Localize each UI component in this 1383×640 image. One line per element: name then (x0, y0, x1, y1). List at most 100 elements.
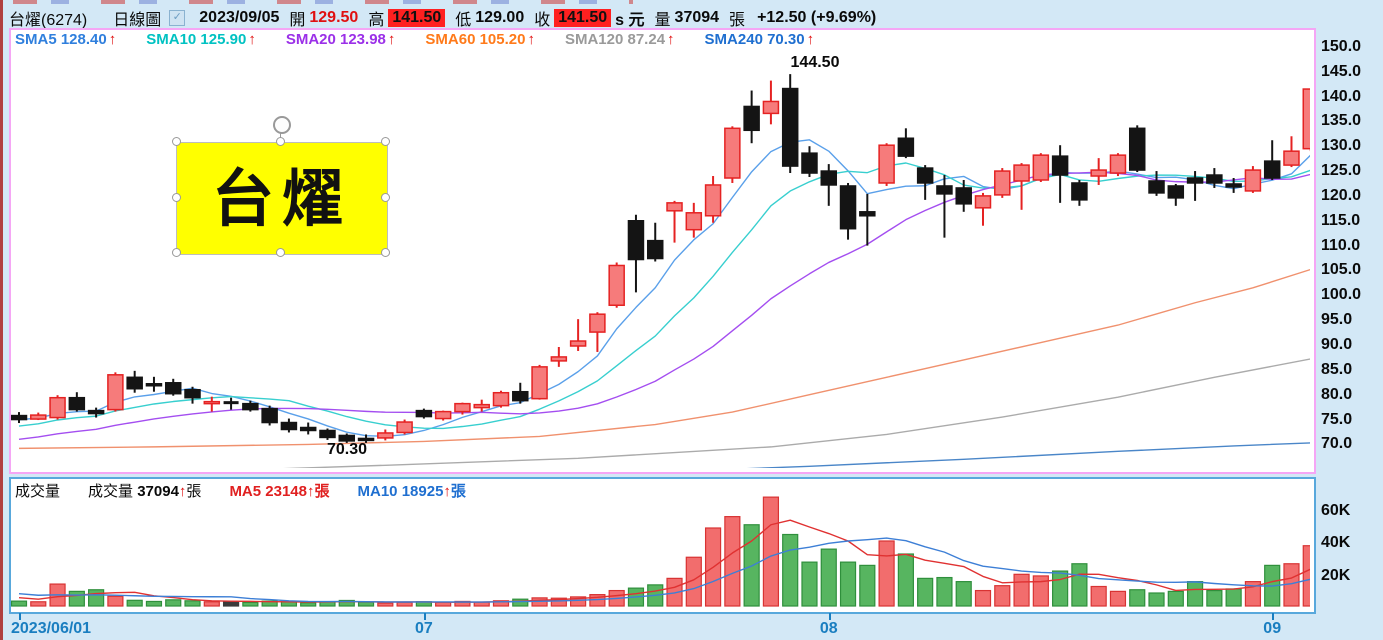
annotation-label-box[interactable]: 台燿 (176, 142, 388, 255)
unit-suffix: s 元 (615, 11, 645, 29)
candle-body (492, 391, 510, 407)
candle-body (1302, 88, 1310, 150)
resize-handle-ne[interactable] (381, 137, 390, 146)
volume-bar (30, 601, 47, 607)
volume-axis-label: 20K (1321, 566, 1351, 584)
candle-body (1167, 185, 1185, 199)
candle-body (897, 137, 915, 157)
candle-body (704, 184, 722, 217)
price-axis-label: 100.0 (1321, 286, 1362, 304)
candle-body (415, 409, 433, 418)
up-arrow-icon: ↑ (387, 31, 396, 48)
volume-bar (1302, 545, 1310, 607)
price-axis-label: 135.0 (1321, 112, 1362, 130)
candle-body (454, 402, 471, 413)
candle-body (49, 396, 66, 419)
volume-bar (88, 589, 105, 607)
chart-type-label[interactable]: 日線圖 (113, 11, 162, 29)
volume-bar (1090, 585, 1107, 607)
date-tick (19, 613, 21, 620)
volume-value: 37094 (674, 8, 720, 26)
volume-ma10-readout: MA10 18925↑張 (357, 483, 466, 500)
price-axis-label: 115.0 (1321, 211, 1361, 229)
text-annotation-box[interactable]: 台燿 (172, 116, 390, 258)
volume-ma-line-ma10 (18, 537, 1310, 603)
candlestick-chart-canvas[interactable] (11, 30, 1310, 468)
resize-handle-nw[interactable] (172, 137, 181, 146)
volume-bar (801, 561, 818, 607)
price-axis-label: 80.0 (1321, 385, 1353, 403)
candle-body (1013, 164, 1030, 182)
candle-body (743, 105, 760, 132)
annotation-low-price: 70.30 (326, 441, 368, 458)
resize-handle-w[interactable] (172, 193, 181, 202)
volume-chart-canvas[interactable] (11, 479, 1310, 608)
volume-bar (203, 601, 220, 607)
volume-bar (377, 602, 394, 607)
resize-handle-n[interactable] (276, 137, 285, 146)
volume-bar (492, 600, 510, 607)
date-tick (828, 613, 831, 620)
volume-readout-value: 37094 (137, 483, 179, 500)
sma-legend-item-sma10: SMA10 125.90 ↑ (146, 31, 256, 48)
candle-body (338, 434, 356, 442)
volume-bar (550, 597, 567, 607)
candle-body (1109, 154, 1127, 174)
sma-legend-item-sma240: SMA240 70.30 ↑ (704, 31, 815, 48)
resize-handle-se[interactable] (381, 248, 390, 257)
volume-bar (222, 601, 240, 607)
volume-bar (1167, 590, 1184, 607)
candle-body (1186, 177, 1204, 184)
candle-body (184, 388, 201, 399)
resize-handle-sw[interactable] (172, 248, 181, 257)
volume-bar (1225, 588, 1242, 607)
volume-bar (917, 577, 934, 607)
volume-bar (242, 601, 259, 607)
price-axis-label: 105.0 (1321, 261, 1362, 279)
volume-legend: 成交量 成交量 37094↑張 MA5 23148↑張 MA10 18925↑張 (15, 480, 466, 501)
date-axis-label: 2023/06/01 (11, 620, 92, 637)
volume-panel[interactable]: 成交量 成交量 37094↑張 MA5 23148↑張 MA10 18925↑張 (9, 477, 1316, 614)
candle-body (781, 87, 799, 167)
candle-body (550, 356, 568, 362)
candle-body (203, 400, 221, 405)
candle-body (1128, 127, 1146, 171)
candle-body (11, 414, 28, 421)
candle-body (646, 239, 664, 260)
resize-handle-s[interactable] (276, 248, 285, 257)
annotation-label-text: 台燿 (211, 161, 352, 235)
volume-ma5-readout: MA5 23148↑張 (229, 483, 330, 500)
ma-line-sma10 (18, 162, 1310, 430)
volume-bar (1148, 592, 1165, 607)
candle-body (1090, 169, 1107, 177)
candle-body (126, 376, 143, 390)
price-axis-label: 70.0 (1321, 435, 1353, 453)
resize-handle-e[interactable] (381, 193, 390, 202)
date-axis: 2023/06/01 07 08 09 (9, 613, 1316, 640)
candle-body (299, 426, 317, 432)
volume-bar (338, 599, 355, 607)
price-chart-panel[interactable]: SMA5 128.40 ↑ SMA10 125.90 ↑ SMA20 123.98 ↑ SM… (9, 28, 1316, 474)
candle-body (1263, 160, 1281, 179)
quote-header: 台燿(6274) 日線圖 ✓ 2023/09/05 開 129.50 高 141… (9, 7, 876, 29)
volume-bar (1186, 581, 1204, 607)
low-value: 129.00 (475, 8, 525, 26)
candle-body (820, 170, 838, 186)
up-arrow-icon: ↑ (248, 31, 256, 48)
volume-bar (820, 548, 837, 607)
candle-body (608, 264, 625, 306)
date-tick (423, 613, 426, 620)
chart-type-checkbox[interactable]: ✓ (169, 9, 186, 26)
volume-bar (300, 602, 317, 607)
volume-bar (145, 600, 163, 607)
candle-body (1148, 180, 1165, 194)
rotate-handle[interactable] (273, 116, 291, 134)
quote-date: 2023/09/05 (199, 8, 280, 26)
up-arrow-icon: ↑ (108, 31, 117, 48)
price-axis: 150.0 145.0 140.0 135.0 130.0 125.0 120.0 115.0… (1319, 28, 1383, 470)
candle-body (434, 410, 452, 420)
candle-body (666, 202, 683, 212)
clipped-toolbar-strip (9, 0, 1383, 7)
volume-bar (897, 553, 914, 607)
price-axis-label: 125.0 (1321, 162, 1362, 180)
